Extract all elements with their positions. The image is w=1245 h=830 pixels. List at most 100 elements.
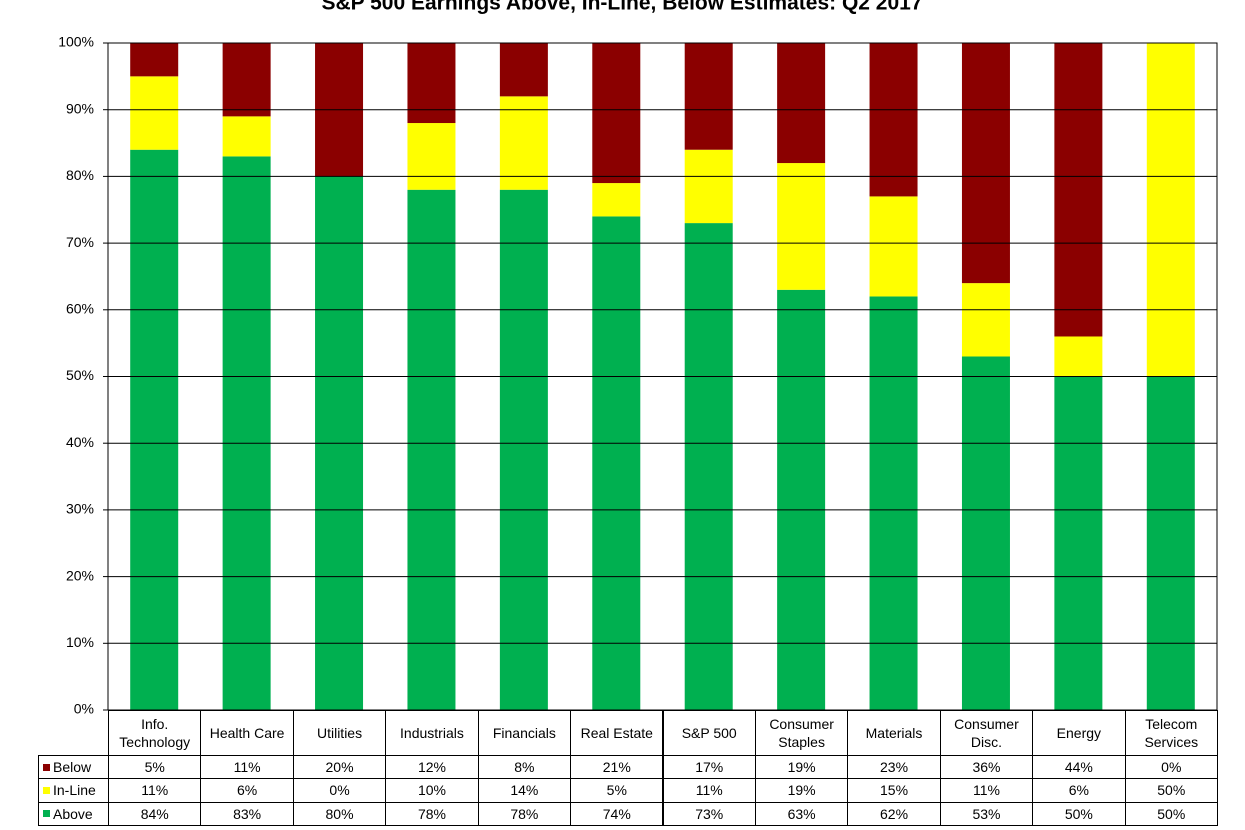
- table-value: 10%: [385, 778, 479, 803]
- bar-segment: [499, 43, 548, 97]
- bar-segment: [777, 289, 826, 710]
- y-tick-label: 10%: [66, 634, 94, 650]
- table-value: 8%: [477, 755, 572, 780]
- category-label: Health Care: [200, 710, 294, 756]
- bar-segment: [407, 43, 456, 124]
- bar-segment: [499, 189, 548, 710]
- y-tick-label: 40%: [66, 434, 94, 450]
- y-tick-label: 30%: [66, 501, 94, 517]
- table-value: 6%: [200, 778, 294, 803]
- bar-segment: [222, 43, 271, 117]
- table-value: 84%: [108, 801, 202, 826]
- table-value: 78%: [477, 801, 572, 826]
- legend-swatch: [43, 786, 50, 794]
- category-label: Telecom Services: [1124, 710, 1218, 756]
- bar-segment: [130, 149, 179, 710]
- legend-swatch: [43, 810, 50, 818]
- table-value: 17%: [662, 755, 756, 780]
- legend-label: Above: [53, 805, 93, 822]
- category-label: S&P 500: [662, 710, 756, 756]
- y-tick-label: 80%: [66, 167, 94, 183]
- table-value: 0%: [292, 778, 387, 803]
- category-label: Utilities: [292, 710, 387, 756]
- table-value: 23%: [847, 755, 941, 780]
- bar-segment: [869, 43, 918, 197]
- table-value: 44%: [1032, 755, 1126, 780]
- bar-segment: [1146, 376, 1195, 710]
- table-value: 50%: [1124, 801, 1218, 826]
- bar-segment: [592, 183, 641, 217]
- category-label: Real Estate: [570, 710, 664, 756]
- table-value: 5%: [570, 778, 664, 803]
- category-label: Consumer Staples: [754, 710, 849, 756]
- bar-segment: [592, 43, 641, 184]
- table-value: 62%: [847, 801, 941, 826]
- category-label: Industrials: [385, 710, 479, 756]
- table-value: 50%: [1124, 778, 1218, 803]
- table-value: 11%: [108, 778, 202, 803]
- legend-label: Below: [53, 759, 92, 776]
- table-value: 20%: [292, 755, 387, 780]
- category-label: Materials: [847, 710, 941, 756]
- y-tick-label: 60%: [66, 301, 94, 317]
- bar-segment: [499, 96, 548, 190]
- category-label: Info. Technology: [108, 710, 202, 756]
- table-value: 78%: [385, 801, 479, 826]
- bar-segment: [684, 223, 733, 710]
- table-value: 53%: [939, 801, 1034, 826]
- bar-segment: [777, 163, 826, 290]
- y-tick-label: 20%: [66, 567, 94, 583]
- table-value: 63%: [754, 801, 849, 826]
- legend-label: In-Line: [53, 782, 96, 799]
- bar-segment: [684, 149, 733, 224]
- bar-segment: [130, 43, 179, 77]
- table-value: 6%: [1032, 778, 1126, 803]
- bar-segment: [592, 216, 641, 710]
- bar-segment: [222, 156, 271, 710]
- y-tick-label: 50%: [66, 367, 94, 383]
- y-tick-label: 70%: [66, 234, 94, 250]
- bar-segment: [961, 43, 1010, 284]
- bar-segment: [869, 196, 918, 297]
- bar-segment: [407, 189, 456, 710]
- table-value: 11%: [662, 778, 756, 803]
- table-value: 0%: [1124, 755, 1218, 780]
- category-label: Financials: [477, 710, 572, 756]
- bar-segment: [222, 116, 271, 157]
- y-tick-label: 0%: [74, 701, 94, 717]
- bar-segment: [130, 76, 179, 150]
- table-value: 36%: [939, 755, 1034, 780]
- bar-segment: [777, 43, 826, 164]
- bar-segment: [961, 356, 1010, 710]
- table-value: 80%: [292, 801, 387, 826]
- table-value: 12%: [385, 755, 479, 780]
- bar-segment: [869, 296, 918, 710]
- y-tick-label: 90%: [66, 100, 94, 116]
- table-value: 19%: [754, 755, 849, 780]
- bar-segment: [1054, 376, 1103, 710]
- table-value: 83%: [200, 801, 294, 826]
- table-value: 74%: [570, 801, 664, 826]
- table-value: 5%: [108, 755, 202, 780]
- bar-segment: [1146, 43, 1195, 377]
- bar-segment: [961, 283, 1010, 357]
- table-value: 50%: [1032, 801, 1126, 826]
- table-value: 11%: [200, 755, 294, 780]
- table-value: 73%: [662, 801, 756, 826]
- legend-item: Above: [38, 801, 109, 826]
- table-value: 21%: [570, 755, 664, 780]
- table-value: 11%: [939, 778, 1034, 803]
- bar-segment: [407, 123, 456, 190]
- table-value: 14%: [477, 778, 572, 803]
- bar-segment: [1054, 336, 1103, 377]
- chart-title: S&P 500 Earnings Above, In-Line, Below E…: [321, 0, 922, 15]
- category-label: Consumer Disc.: [939, 710, 1034, 756]
- y-tick-label: 100%: [58, 34, 94, 50]
- category-label: Energy: [1032, 710, 1126, 756]
- bar-segment: [684, 43, 733, 150]
- table-value: 19%: [754, 778, 849, 803]
- legend-item: In-Line: [38, 778, 109, 803]
- bar-segment: [1054, 43, 1103, 337]
